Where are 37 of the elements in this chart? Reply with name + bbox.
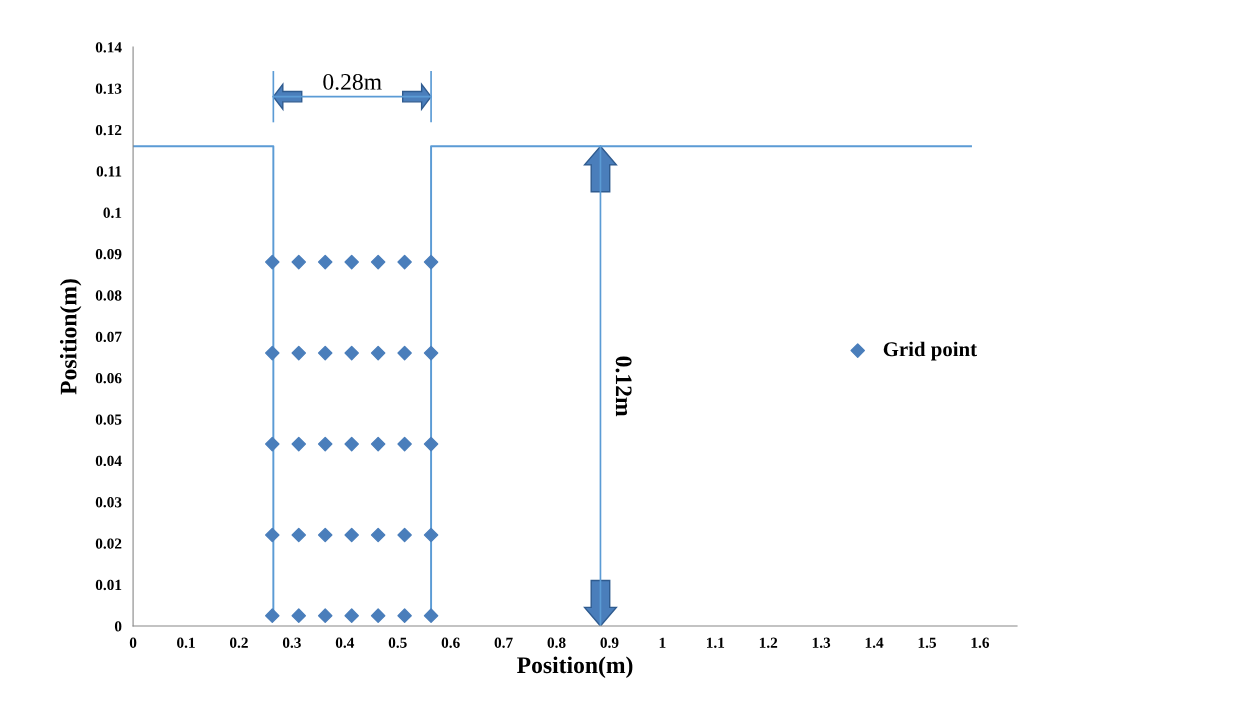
x-tick-label: 0.4 [335,637,355,648]
ref-line-label: 0.12m [615,356,632,417]
y-tick-label: 0.11 [96,166,122,177]
y-tick-label: 0.12 [95,124,122,136]
y-tick-label: 0 [114,621,122,632]
y-tick-label: 0.04 [95,455,122,467]
x-tick-label: 0.7 [494,637,513,648]
x-tick-label: 1.1 [706,637,725,648]
y-tick-label: 0.13 [95,83,122,94]
y-axis-title: Position(m) [59,279,82,395]
x-tick-label: 0.5 [388,637,407,648]
legend-label: Grid point [883,341,977,361]
x-tick-label: 0.9 [600,637,619,648]
x-tick-label: 1.3 [812,637,831,648]
y-tick-label: 0.09 [95,248,122,260]
y-tick-label: 0.1 [103,207,122,218]
x-tick-label: 0.3 [282,637,301,648]
x-tick-label: 0.1 [177,637,195,648]
x-axis-title: Position(m) [517,656,633,678]
x-tick-label: 1.6 [971,637,990,648]
annotation: 0.28m [323,73,382,90]
y-tick-label: 0.14 [95,42,122,53]
x-tick-label: 0.8 [547,637,566,648]
x-tick-label: 1 [659,637,666,648]
y-tick-label: 0.02 [95,538,122,549]
y-tick-label: 0.01 [95,579,122,591]
y-tick-label: 0.08 [95,290,122,301]
x-tick-label: 0.2 [229,637,248,648]
x-tick-label: 1.2 [759,637,778,648]
x-tick-label: 1.4 [865,637,884,648]
x-tick-label: 1.5 [918,637,937,648]
x-tick-label: 0 [129,637,137,648]
x-tick-label: 0.6 [441,637,460,648]
y-tick-label: 0.03 [95,497,122,508]
y-tick-label: 0.07 [95,331,122,343]
y-tick-label: 0.06 [95,373,122,384]
y-tick-label: 0.05 [95,414,122,425]
